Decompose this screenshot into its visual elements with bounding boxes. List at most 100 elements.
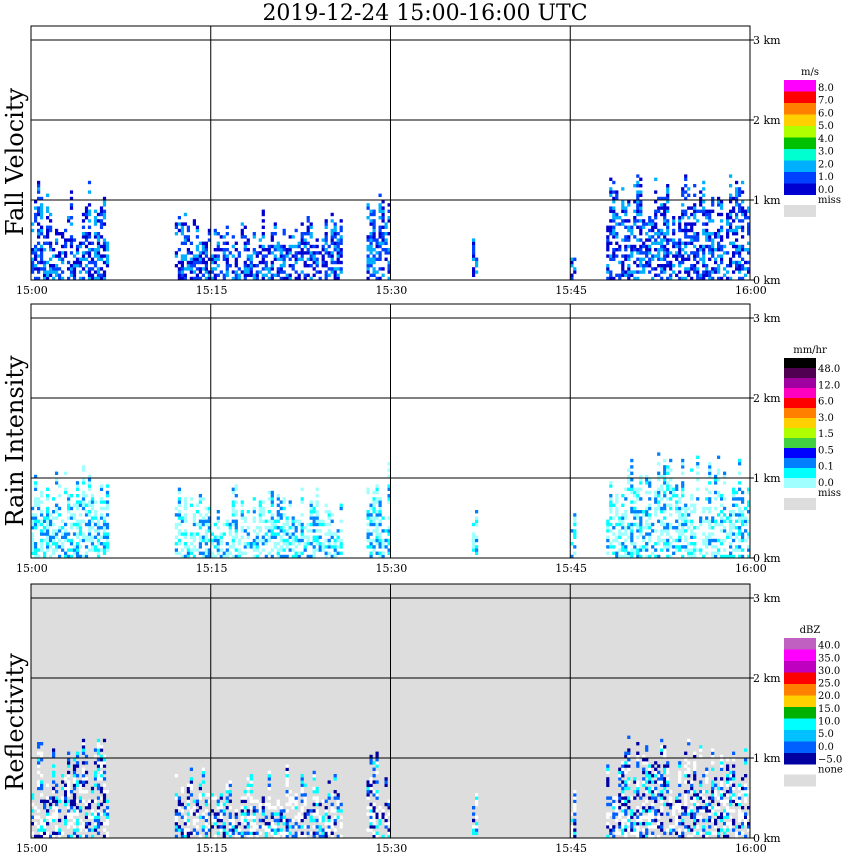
echo-cell <box>660 203 664 207</box>
echo-cell <box>37 751 41 755</box>
echo-cell <box>201 780 205 784</box>
echo-cell <box>186 228 190 233</box>
echo-cell <box>243 235 247 239</box>
echo-cell <box>240 812 244 816</box>
echo-cell <box>183 822 187 826</box>
echo-cell <box>633 487 637 491</box>
echo-cell <box>711 786 715 791</box>
echo-cell <box>723 812 727 816</box>
echo-cell <box>219 815 223 819</box>
echo-cell <box>228 828 232 832</box>
echo-cell <box>75 828 80 832</box>
echo-cell <box>267 538 271 543</box>
echo-cell <box>93 761 98 765</box>
echo-cell <box>246 783 250 787</box>
echo-cell <box>369 780 373 784</box>
x-tick-label: 15:15 <box>196 284 228 297</box>
echo-cell <box>615 193 619 197</box>
echo-cell <box>387 834 391 839</box>
echo-cell <box>297 812 301 816</box>
echo-cell <box>654 177 658 181</box>
echo-cell <box>693 812 697 816</box>
echo-cell <box>744 516 748 520</box>
echo-cell <box>372 812 376 816</box>
echo-cell <box>258 802 262 807</box>
echo-cell <box>720 529 724 533</box>
echo-cell <box>648 796 652 800</box>
echo-cell <box>669 260 673 265</box>
echo-cell <box>96 244 101 249</box>
echo-cell <box>696 809 700 813</box>
echo-cell <box>573 529 577 533</box>
echo-cell <box>87 267 92 271</box>
echo-cell <box>321 548 325 552</box>
echo-cell <box>621 513 625 517</box>
echo-cell <box>690 251 694 255</box>
echo-cell <box>243 806 247 810</box>
echo-cell <box>339 260 343 265</box>
echo-cell <box>312 551 316 555</box>
echo-cell <box>186 260 190 265</box>
echo-cell <box>300 238 304 242</box>
echo-cell <box>49 241 53 245</box>
echo-cell <box>633 506 637 511</box>
echo-cell <box>267 267 271 271</box>
echo-cell <box>636 806 640 810</box>
echo-cell <box>732 487 736 491</box>
echo-cell <box>81 254 86 258</box>
echo-cell <box>204 809 208 813</box>
echo-cell <box>372 802 376 807</box>
echo-cell <box>681 522 685 527</box>
echo-cell <box>681 462 685 466</box>
echo-cell <box>234 487 238 491</box>
echo-cell <box>645 809 649 813</box>
echo-cell <box>192 828 196 832</box>
echo-cell <box>630 232 634 236</box>
echo-cell <box>192 254 196 258</box>
echo-cell <box>204 506 208 511</box>
echo-cell <box>615 506 619 511</box>
echo-cell <box>660 793 664 797</box>
echo-cell <box>642 244 646 249</box>
echo-cell <box>735 244 739 249</box>
echo-cell <box>705 519 709 523</box>
echo-cell <box>618 516 622 520</box>
echo-cell <box>90 815 95 819</box>
echo-cell <box>327 522 331 527</box>
echo-cell <box>93 222 98 226</box>
echo-cell <box>234 276 238 281</box>
echo-cell <box>189 535 193 539</box>
echo-cell <box>204 529 208 533</box>
echo-cell <box>606 526 610 530</box>
echo-cell <box>258 806 262 810</box>
echo-cell <box>213 554 217 559</box>
echo-cell <box>81 267 86 271</box>
echo-cell <box>49 834 53 839</box>
echo-cell <box>183 506 187 511</box>
echo-cell <box>609 225 613 229</box>
echo-cell <box>687 780 691 784</box>
echo-cell <box>687 774 691 778</box>
echo-cell <box>726 235 730 239</box>
echo-cell <box>387 802 391 807</box>
echo-cell <box>318 542 322 546</box>
echo-cell <box>681 831 685 835</box>
echo-cell <box>252 276 256 281</box>
echo-cell <box>306 554 310 559</box>
echo-cell <box>606 538 610 543</box>
echo-cell <box>669 806 673 810</box>
echo-cell <box>69 526 74 530</box>
echo-cell <box>37 209 41 213</box>
echo-cell <box>645 815 649 819</box>
echo-cell <box>96 522 101 527</box>
echo-cell <box>180 267 184 271</box>
echo-cell <box>699 745 703 749</box>
echo-cell <box>675 244 679 249</box>
echo-cell <box>381 551 385 555</box>
echo-cell <box>624 248 628 252</box>
echo-cell <box>684 235 688 239</box>
echo-cell <box>69 264 74 268</box>
echo-cell <box>690 809 694 813</box>
echo-cell <box>49 264 53 268</box>
echo-cell <box>618 774 622 778</box>
